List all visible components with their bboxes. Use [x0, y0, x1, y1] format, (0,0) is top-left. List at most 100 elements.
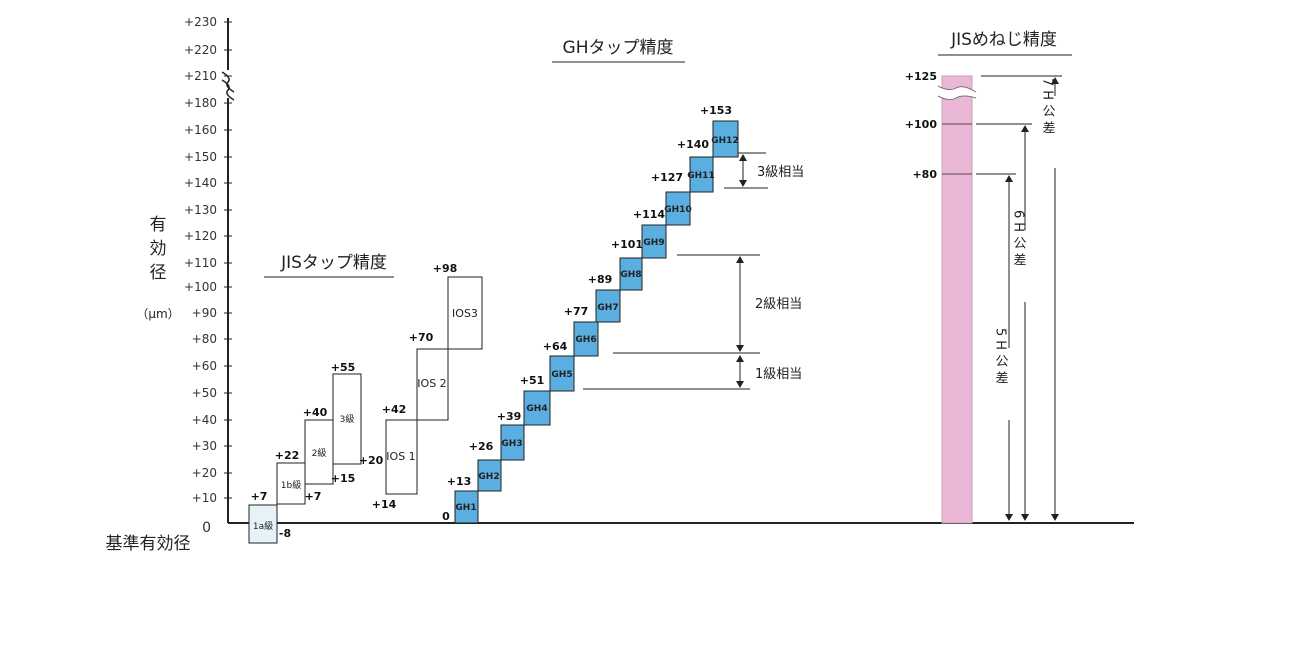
box-label: GH10: [664, 205, 691, 215]
jis-tap-title: JISタップ精度: [280, 253, 387, 273]
tolerance-label: 7H公差: [1040, 78, 1056, 138]
upper-value: +22: [275, 449, 300, 462]
tick-label: +80: [192, 332, 217, 346]
tolerance-box: [248, 504, 278, 544]
tolerance-box: [549, 355, 575, 392]
ios-box-2: IOS 2 +70: [409, 331, 449, 421]
grade-label: 2級相当: [755, 297, 802, 312]
arrow-up-icon: [1021, 125, 1029, 132]
arrow-up-icon: [736, 256, 744, 263]
ios-box-3: IOS3 +98: [433, 262, 483, 350]
upper-value: +140: [677, 138, 710, 151]
jis-screw-section: JISめねじ精度 +125 +100 +80 7H公差 6H公差: [905, 30, 1072, 524]
gh-box-1: GH1 +13: [447, 475, 479, 524]
bar-break: [938, 86, 976, 100]
box-label: GH3: [501, 439, 522, 449]
level-value: +80: [912, 168, 937, 181]
tolerance-6h: 6H公差: [976, 123, 1032, 521]
upper-value: +98: [433, 262, 458, 275]
upper-value: +55: [331, 361, 356, 374]
tick-label: +230: [184, 15, 217, 29]
upper-value: +13: [447, 475, 472, 488]
tick-label: +20: [192, 466, 217, 480]
y-ticks: [224, 21, 232, 499]
tolerance-label: 6H公差: [1011, 210, 1027, 270]
tick-label: +220: [184, 43, 217, 57]
grade-label: 1級相当: [755, 367, 802, 382]
gh-box-11: GH11 +140: [677, 138, 715, 193]
arrow-up-icon: [1005, 175, 1013, 182]
box-label: 1a級: [253, 520, 273, 532]
arrow-up-icon: [739, 154, 747, 161]
box-label: GH8: [620, 270, 641, 280]
y-axis-title: 有 効 径: [150, 215, 167, 283]
gh-box-12: GH12 +153: [700, 104, 739, 158]
gh-box-2: GH2 +26: [469, 440, 502, 492]
tolerance-box: [276, 462, 306, 505]
tolerance-box: [641, 224, 667, 259]
box-label: GH5: [551, 370, 572, 380]
gh-box-9: GH9 +114: [633, 208, 667, 259]
gh-zero-label: 0: [442, 510, 450, 523]
arrow-down-icon: [1005, 514, 1013, 521]
grade-2-marker: 2級相当: [613, 254, 802, 354]
tolerance-5h: 5H公差: [976, 173, 1016, 521]
tolerance-box: [500, 424, 525, 461]
box-label: GH11: [687, 171, 714, 181]
bar-break-line: [937, 85, 977, 93]
y-axis-title-char: 有: [150, 215, 167, 235]
y-tick-labels: +230 +220 +210 +180 +160 +150 +140 +130 …: [184, 15, 217, 505]
arrow-down-icon: [739, 180, 747, 187]
ios-box-1: IOS 1 +42 +14: [372, 403, 418, 511]
label-backdrop: [992, 348, 1010, 420]
jis-screw-title: JISめねじ精度: [950, 30, 1057, 50]
tick-label: +160: [184, 123, 217, 137]
box-label: GH9: [643, 238, 664, 248]
upper-value: +39: [497, 410, 522, 423]
grade-label: 3級相当: [757, 165, 804, 180]
arrow-down-icon: [736, 381, 744, 388]
jis-tap-box-1a: 1a級 +7 -8: [248, 490, 291, 544]
level-value: +125: [905, 70, 937, 83]
gh-box-6: GH6 +77: [564, 305, 599, 357]
arrow-up-icon: [736, 355, 744, 362]
tolerance-box: [595, 289, 621, 323]
box-label: 3級: [340, 413, 355, 425]
tick-label: +120: [184, 229, 217, 243]
arrow-down-icon: [1051, 514, 1059, 521]
gh-box-5: GH5 +64: [543, 340, 575, 392]
zero-label: 0: [202, 520, 211, 536]
axis-break-lower: [221, 79, 235, 101]
tick-label: +140: [184, 176, 217, 190]
upper-value: +42: [382, 403, 407, 416]
tick-label: +60: [192, 359, 217, 373]
box-label: IOS3: [452, 307, 478, 320]
tolerance-box: [712, 120, 739, 158]
lower-value: -8: [279, 527, 291, 540]
y-axis-title-char: 径: [150, 263, 167, 283]
label-backdrop: [1009, 230, 1027, 302]
box-label: GH2: [478, 472, 499, 482]
tick-label: +150: [184, 150, 217, 164]
tolerance-label: 5H公差: [993, 328, 1009, 388]
upper-value: +89: [588, 273, 613, 286]
box-label: 1b級: [281, 479, 301, 491]
tick-label: +30: [192, 439, 217, 453]
box-label: IOS 2: [417, 377, 446, 390]
tolerance-box: [385, 419, 418, 495]
label-backdrop: [1038, 96, 1056, 168]
tick-label: +90: [192, 306, 217, 320]
jis-tap-section: JISタップ精度 1a級 +7 -8 1b級 +22 +7 2級 +40 +15…: [248, 253, 394, 544]
gh-tap-section: GHタップ精度 0 GH1 +13 GH2 +26 GH3 +39 GH4 +5…: [442, 38, 804, 524]
screw-tolerance-bar: [941, 75, 973, 524]
grade-3-marker: 3級相当: [724, 152, 804, 189]
tolerance-box: [332, 373, 362, 465]
tolerance-7h: 7H公差: [981, 75, 1062, 521]
upper-value: +153: [700, 104, 732, 117]
arrow-up-icon: [1051, 77, 1059, 84]
lower-value: +7: [305, 490, 322, 503]
upper-value: +26: [469, 440, 494, 453]
lower-value: +14: [372, 498, 397, 511]
upper-value: +51: [520, 374, 545, 387]
